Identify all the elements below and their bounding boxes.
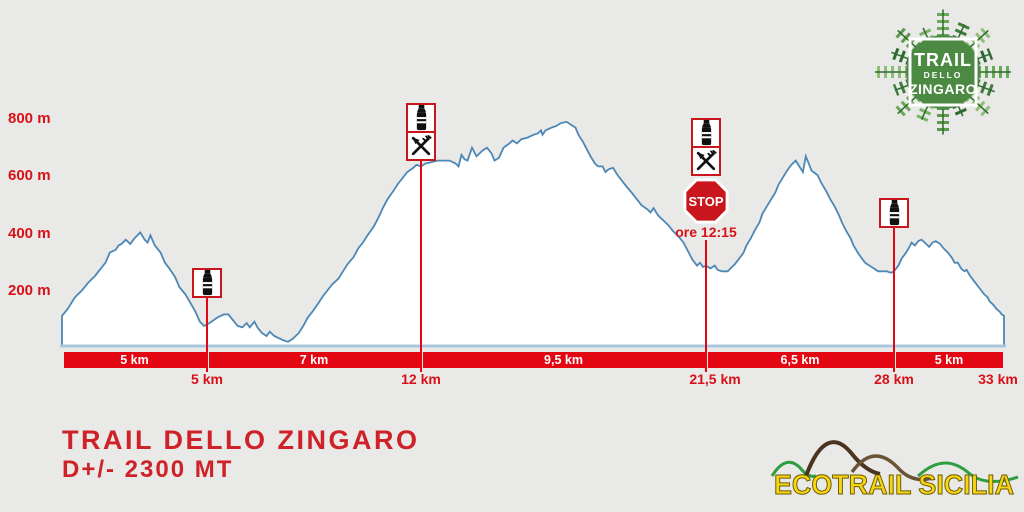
y-axis-tick: 200 m bbox=[8, 282, 51, 299]
water-cell bbox=[194, 270, 220, 296]
logo-line2: DELLO bbox=[924, 70, 963, 80]
stop-sign-icon: STOP bbox=[683, 178, 729, 224]
aid-station-box bbox=[406, 103, 436, 161]
brown-mountain bbox=[804, 440, 881, 477]
logo-frame bbox=[908, 37, 978, 107]
ecotrail-sicilia-logo: ECOTRAIL SICILIA bbox=[770, 440, 1019, 501]
logo-center bbox=[906, 35, 980, 109]
distance-bar-segment bbox=[895, 352, 1003, 368]
y-axis-tick: 600 m bbox=[8, 167, 51, 184]
segment-distance-label: 5 km bbox=[934, 353, 964, 367]
logo-line1: TRAIL bbox=[914, 50, 972, 70]
water-cell bbox=[881, 200, 907, 226]
water-bottle-icon bbox=[202, 270, 212, 296]
distance-bar-segment bbox=[208, 352, 420, 368]
water-bottle-icon bbox=[416, 105, 426, 131]
km-label: 28 km bbox=[874, 371, 914, 387]
y-axis-tick: 800 m bbox=[8, 109, 51, 127]
food-cell bbox=[408, 131, 434, 159]
checkpoint-line bbox=[420, 161, 422, 372]
segment-distance-label: 9,5 km bbox=[544, 353, 583, 367]
trail-zingaro-wreath-logo: TRAIL DELLO ZINGARO bbox=[875, 9, 1011, 135]
y-axis-tick: 400 m bbox=[8, 224, 51, 242]
km-label: 5 km bbox=[191, 371, 223, 387]
ecotrail-text: ECOTRAIL SICILIA bbox=[774, 469, 1014, 500]
checkpoint-line bbox=[206, 298, 208, 372]
distance-bar-segment bbox=[422, 352, 705, 368]
cutoff-time-label: ore 12:15 bbox=[675, 224, 737, 240]
stop-text: STOP bbox=[689, 194, 724, 209]
distance-bar-segment bbox=[63, 352, 206, 368]
aid-station-box bbox=[192, 268, 222, 298]
distance-bar-segment bbox=[707, 352, 893, 368]
segment-distance-label: 5 km bbox=[120, 353, 149, 367]
aid-station-box bbox=[879, 198, 909, 228]
segment-distance-label: 6,5 km bbox=[780, 353, 820, 367]
elevation-area bbox=[61, 120, 1005, 347]
segment-distance-label: 7 km bbox=[299, 353, 329, 367]
race-elevation-gain: D+/- 2300 MT bbox=[62, 456, 234, 483]
km-label: 33 km bbox=[978, 371, 1018, 387]
water-bottle-icon bbox=[889, 200, 899, 226]
brown-ridge bbox=[850, 454, 933, 482]
fork-knife-icon bbox=[696, 150, 717, 171]
logo-line3: ZINGARO bbox=[909, 81, 977, 97]
food-cell bbox=[693, 146, 719, 174]
water-cell bbox=[408, 105, 434, 131]
checkpoint-line bbox=[893, 228, 895, 372]
fork-knife-icon bbox=[411, 135, 432, 156]
race-title: TRAIL DELLO ZINGARO bbox=[62, 425, 420, 455]
water-cell bbox=[693, 120, 719, 146]
aid-station-box bbox=[691, 118, 721, 176]
water-bottle-icon bbox=[701, 120, 711, 146]
stop-sign: STOP bbox=[683, 178, 729, 229]
km-label: 12 km bbox=[401, 371, 441, 387]
km-label: 21,5 km bbox=[689, 371, 741, 387]
green-hill-left bbox=[770, 460, 817, 478]
green-ridge-right bbox=[916, 461, 1019, 483]
checkpoint-line bbox=[705, 240, 707, 372]
